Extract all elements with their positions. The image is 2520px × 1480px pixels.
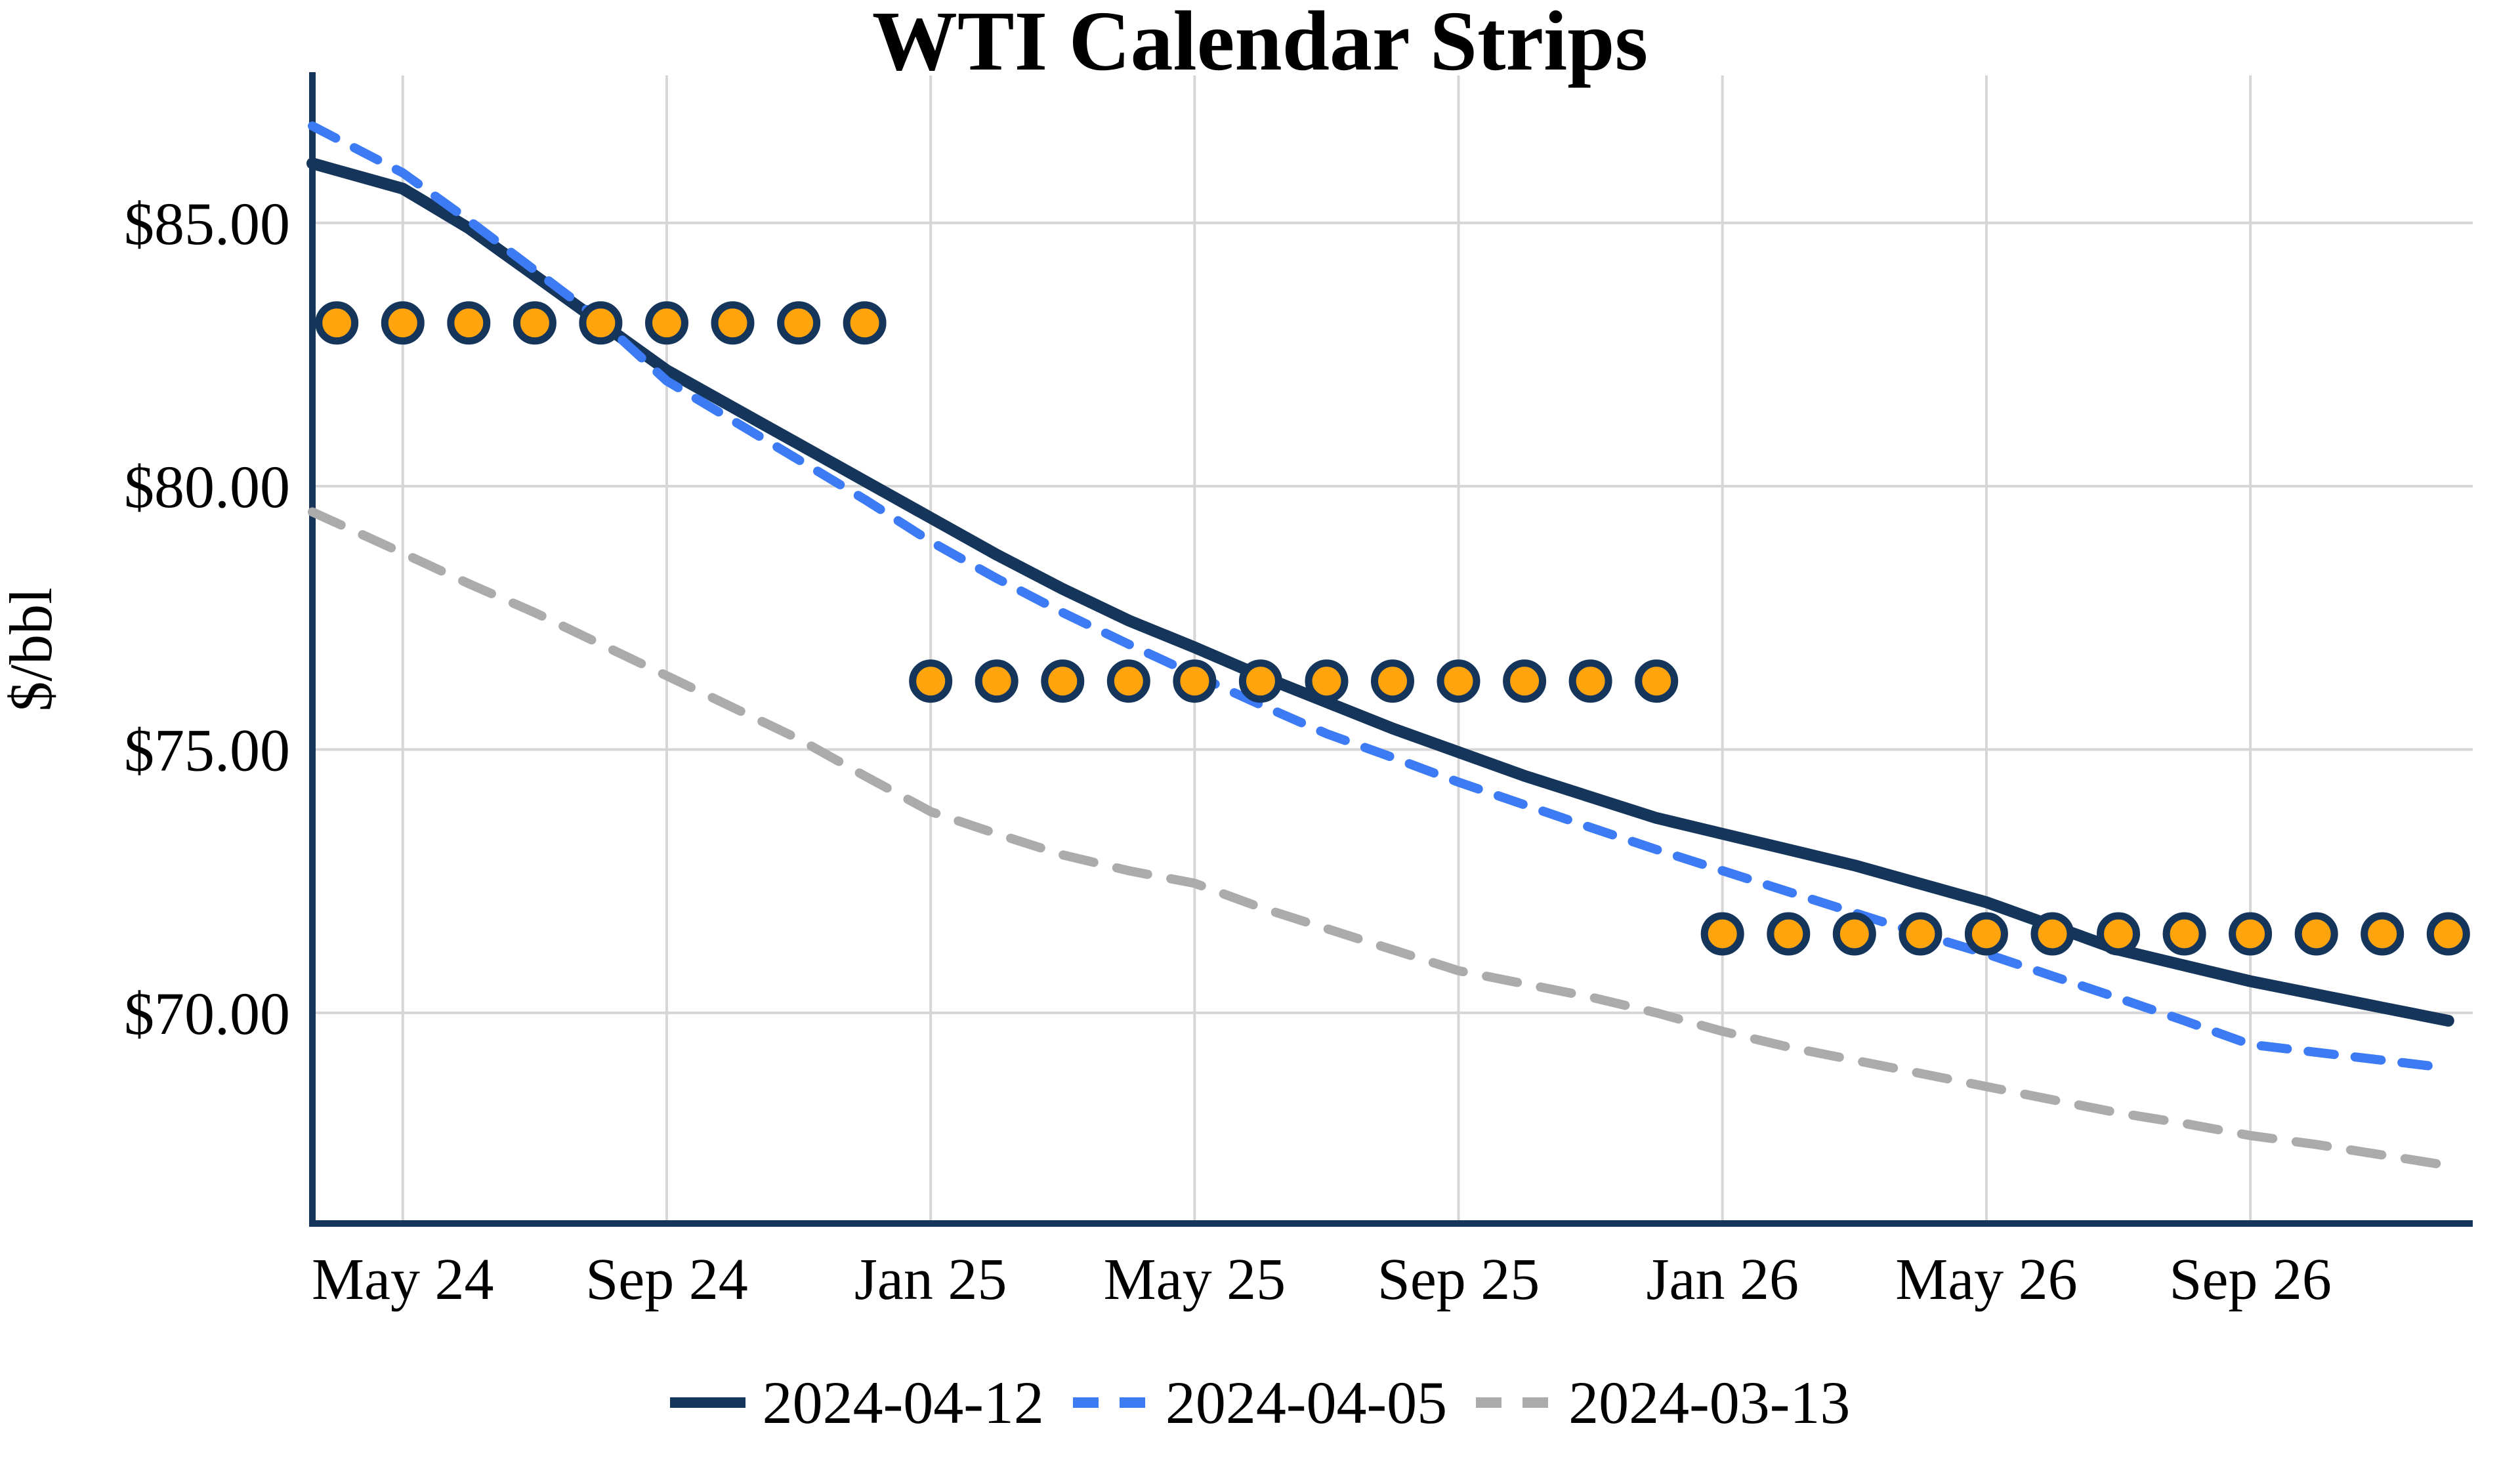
y-tick-label: $70.00 xyxy=(124,980,290,1047)
legend: 2024-04-12 2024-04-05 2024-03-13 xyxy=(0,1368,2520,1437)
x-tick-label: Jan 26 xyxy=(1647,1247,1799,1312)
strip-dot xyxy=(513,301,556,345)
legend-item-2024-03-13: 2024-03-13 xyxy=(1476,1368,1850,1437)
chart-title: WTI Calendar Strips xyxy=(872,0,1648,89)
strip-markers-layer xyxy=(315,301,2470,956)
y-tick-labels: $85.00 $80.00 $75.00 $70.00 xyxy=(124,190,290,1047)
legend-label: 2024-03-13 xyxy=(1568,1369,1851,1436)
strip-dot xyxy=(975,659,1018,703)
legend-item-2024-04-05: 2024-04-05 xyxy=(1072,1368,1448,1437)
strip-dot xyxy=(1635,659,1679,703)
strip-dot xyxy=(1041,659,1085,703)
grid-layer xyxy=(312,75,2473,1223)
x-tick-label: Sep 24 xyxy=(585,1247,748,1312)
y-tick-label: $80.00 xyxy=(124,453,290,520)
strip-dot xyxy=(1767,912,1811,956)
strip-dot xyxy=(1106,659,1150,703)
strip-dot xyxy=(447,301,491,345)
strip-dot xyxy=(2294,912,2338,956)
strip-dot xyxy=(1371,659,1414,703)
legend-dashed-line-swatch xyxy=(1476,1397,1552,1408)
strip-dot xyxy=(711,301,755,345)
strip-dot xyxy=(1832,912,1876,956)
x-tick-label: Sep 26 xyxy=(2169,1247,2332,1312)
strip-dot xyxy=(1899,912,1942,956)
legend-label: 2024-04-12 xyxy=(762,1369,1044,1436)
strip-dot xyxy=(2426,912,2470,956)
strip-dot xyxy=(843,301,887,345)
strip-dot xyxy=(2030,912,2074,956)
x-tick-label: May 26 xyxy=(1895,1247,2077,1312)
x-tick-label: Jan 25 xyxy=(854,1247,1007,1312)
series-line-2024-03-13 xyxy=(308,507,2453,1170)
strip-dot xyxy=(2229,912,2273,956)
y-axis-title: $/bbl xyxy=(0,587,64,711)
series-layer xyxy=(306,121,2454,1170)
series-line-2024-04-12 xyxy=(306,157,2454,1027)
strip-dot xyxy=(1437,659,1480,703)
strip-dot xyxy=(909,659,953,703)
strip-dot xyxy=(1238,659,1282,703)
y-tick-label: $75.00 xyxy=(124,717,290,784)
legend-item-2024-04-12: 2024-04-12 xyxy=(669,1368,1044,1437)
strip-dot xyxy=(1964,912,2008,956)
strip-dot xyxy=(1173,659,1217,703)
strip-dot xyxy=(645,301,688,345)
x-tick-labels: May 24 Sep 24 Jan 25 May 25 Sep 25 Jan 26 May … xyxy=(312,1247,2332,1312)
x-tick-label: May 25 xyxy=(1104,1247,1286,1312)
strip-dot xyxy=(1700,912,1744,956)
x-tick-label: May 24 xyxy=(312,1247,494,1312)
y-tick-label: $85.00 xyxy=(124,190,290,257)
strip-dot xyxy=(2162,912,2206,956)
legend-dashed-line-swatch xyxy=(1072,1397,1148,1408)
series-line-2024-04-05 xyxy=(308,121,2453,1073)
strip-dot xyxy=(2097,912,2140,956)
strip-dot xyxy=(579,301,623,345)
strip-dot xyxy=(777,301,821,345)
strip-dot xyxy=(315,301,359,345)
strip-dot xyxy=(1305,659,1349,703)
strip-dot xyxy=(1503,659,1547,703)
x-tick-label: Sep 25 xyxy=(1377,1247,1540,1312)
legend-solid-line-swatch xyxy=(669,1397,746,1408)
legend-label: 2024-04-05 xyxy=(1165,1369,1448,1436)
strip-dot xyxy=(1568,659,1612,703)
strip-dot xyxy=(381,301,425,345)
strip-dot xyxy=(2361,912,2404,956)
